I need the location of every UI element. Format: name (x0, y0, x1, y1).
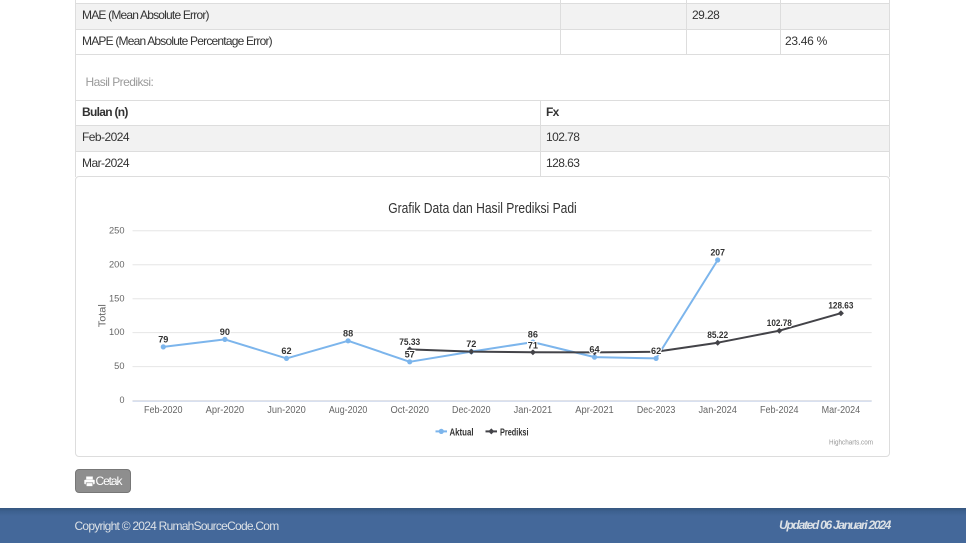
svg-text:Jan-2021: Jan-2021 (514, 405, 553, 416)
svg-text:207: 207 (710, 248, 725, 258)
svg-text:102.78: 102.78 (767, 318, 792, 328)
svg-text:128.63: 128.63 (828, 301, 853, 311)
svg-text:Aug-2020: Aug-2020 (329, 405, 368, 416)
svg-text:Feb-2020: Feb-2020 (144, 405, 183, 416)
svg-text:75.33: 75.33 (399, 337, 420, 347)
svg-text:Apr-2021: Apr-2021 (575, 405, 614, 416)
svg-text:71: 71 (528, 340, 538, 350)
svg-text:Aktual: Aktual (450, 426, 474, 438)
svg-text:Jun-2020: Jun-2020 (267, 405, 306, 416)
svg-text:Jan-2024: Jan-2024 (698, 405, 737, 416)
svg-text:79: 79 (158, 334, 168, 344)
svg-text:88: 88 (343, 328, 353, 338)
svg-text:90: 90 (220, 327, 230, 337)
svg-text:Apr-2020: Apr-2020 (206, 405, 245, 416)
svg-text:100: 100 (109, 327, 125, 337)
svg-text:0: 0 (120, 395, 125, 405)
svg-text:Oct-2020: Oct-2020 (390, 405, 429, 416)
svg-text:Highcharts.com: Highcharts.com (829, 438, 873, 447)
svg-text:Total: Total (96, 304, 108, 327)
svg-text:Grafik Data dan Hasil Prediksi: Grafik Data dan Hasil Prediksi Padi (388, 201, 577, 217)
svg-text:62: 62 (651, 346, 661, 356)
svg-text:86: 86 (528, 330, 538, 340)
svg-text:250: 250 (109, 225, 125, 235)
svg-text:200: 200 (109, 259, 125, 269)
svg-text:Dec-2020: Dec-2020 (452, 405, 491, 416)
svg-text:50: 50 (114, 361, 124, 371)
svg-text:64: 64 (589, 345, 600, 355)
svg-text:150: 150 (109, 293, 125, 303)
svg-text:Feb-2024: Feb-2024 (760, 405, 799, 416)
svg-text:62: 62 (281, 346, 291, 356)
svg-text:Prediksi: Prediksi (500, 426, 529, 438)
svg-text:57: 57 (405, 349, 415, 359)
svg-text:Dec-2023: Dec-2023 (637, 405, 676, 416)
svg-text:72: 72 (466, 339, 476, 349)
svg-text:85.22: 85.22 (707, 330, 728, 340)
svg-text:Mar-2024: Mar-2024 (822, 405, 861, 416)
